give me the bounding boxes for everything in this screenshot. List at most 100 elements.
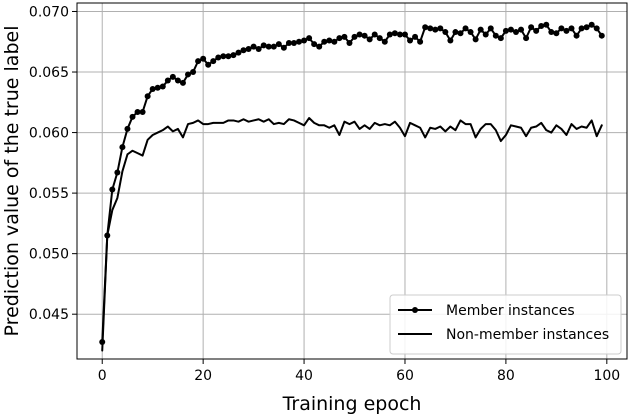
legend-box xyxy=(389,294,622,355)
member-data-point xyxy=(215,54,222,61)
x-axis-title: Training epoch xyxy=(282,393,422,415)
member-data-point xyxy=(477,26,484,33)
member-data-point xyxy=(185,71,192,78)
member-data-point xyxy=(240,47,247,54)
member-data-point xyxy=(563,27,570,34)
member-data-point xyxy=(331,38,338,45)
member-data-point xyxy=(275,41,282,48)
member-data-point xyxy=(154,84,161,91)
member-data-point xyxy=(270,43,277,50)
member-data-point xyxy=(376,35,383,42)
member-data-point xyxy=(336,35,343,42)
member-data-point xyxy=(482,31,489,38)
member-data-point xyxy=(144,93,151,100)
member-data-point xyxy=(190,69,197,76)
member-data-point xyxy=(528,24,535,31)
member-data-point xyxy=(119,144,126,151)
member-data-point xyxy=(109,186,116,193)
member-data-point xyxy=(568,25,575,32)
member-data-point xyxy=(124,125,131,132)
member-data-point xyxy=(558,25,565,32)
y-tick-label: 0.055 xyxy=(29,186,69,202)
member-data-point xyxy=(139,108,146,115)
member-data-point xyxy=(412,33,419,40)
member-data-point xyxy=(265,43,272,50)
member-data-point xyxy=(356,31,363,38)
member-data-point xyxy=(250,43,257,50)
x-tick-label: 40 xyxy=(295,368,313,384)
member-data-point xyxy=(407,37,414,44)
member-data-point xyxy=(301,37,308,44)
member-data-point xyxy=(200,55,207,62)
member-data-point xyxy=(548,29,555,36)
member-data-point xyxy=(220,53,227,60)
member-data-point xyxy=(497,35,504,42)
legend: Member instances Non-member instances xyxy=(389,294,622,355)
x-tick-label: 60 xyxy=(396,368,414,384)
member-data-point xyxy=(230,52,237,59)
member-data-point xyxy=(169,73,176,80)
member-data-point xyxy=(588,21,595,28)
member-data-point xyxy=(316,43,323,50)
member-data-point xyxy=(457,30,464,37)
member-data-point xyxy=(225,53,232,60)
member-data-point xyxy=(427,25,434,32)
member-data-point xyxy=(422,24,429,31)
member-data-point xyxy=(447,37,454,44)
member-data-point xyxy=(543,21,550,28)
member-data-point xyxy=(159,83,166,90)
member-data-point xyxy=(538,23,545,30)
member-data-point xyxy=(280,44,287,51)
y-tick-label: 0.060 xyxy=(29,126,69,142)
member-data-point xyxy=(311,41,318,48)
plot-frame xyxy=(76,2,628,360)
member-data-point xyxy=(114,169,121,176)
legend-member-marker xyxy=(412,307,418,313)
member-data-point xyxy=(351,33,358,40)
member-data-point xyxy=(437,25,444,32)
member-data-point xyxy=(341,33,348,40)
x-tick-label: 20 xyxy=(194,368,212,384)
member-data-point xyxy=(452,29,459,36)
member-data-point xyxy=(507,26,514,33)
member-data-point xyxy=(598,32,605,39)
member-data-point xyxy=(290,39,297,46)
x-tick-label: 100 xyxy=(593,368,620,384)
member-data-point xyxy=(366,36,373,43)
axis-ticks xyxy=(72,10,608,364)
member-data-point xyxy=(533,27,540,34)
member-data-point xyxy=(583,24,590,31)
member-data-point xyxy=(578,25,585,32)
member-data-point xyxy=(361,32,368,39)
member-data-point xyxy=(326,37,333,44)
member-data-point xyxy=(255,46,262,53)
series-layer xyxy=(99,21,605,352)
axis-tick-labels: 0 20 40 60 80 100 0.045 0.050 0.055 0.060 0.065 0.0… xyxy=(29,4,620,384)
member-data-point xyxy=(391,30,398,37)
member-data-point xyxy=(492,32,499,39)
member-data-point xyxy=(129,113,136,120)
member-data-point xyxy=(195,58,202,65)
member-data-point xyxy=(245,46,252,53)
y-tick-label: 0.065 xyxy=(29,65,69,81)
member-data-point xyxy=(518,26,525,33)
member-data-point xyxy=(179,79,186,86)
member-data-point xyxy=(472,36,479,43)
member-data-point xyxy=(502,27,509,34)
member-data-point xyxy=(306,35,313,42)
member-data-point xyxy=(149,85,156,92)
member-data-point xyxy=(467,29,474,36)
series-line-nonmember xyxy=(101,117,603,352)
member-data-point xyxy=(260,42,267,49)
member-data-point xyxy=(134,108,141,115)
member-data-point xyxy=(296,38,303,45)
member-data-point xyxy=(164,77,171,84)
member-data-point xyxy=(386,31,393,38)
member-data-point xyxy=(210,58,217,65)
y-tick-label: 0.050 xyxy=(29,247,69,263)
member-data-point xyxy=(346,39,353,46)
legend-member-label: Member instances xyxy=(446,303,575,319)
member-data-point xyxy=(396,31,403,38)
member-data-point xyxy=(462,25,469,32)
member-data-point xyxy=(487,25,494,32)
